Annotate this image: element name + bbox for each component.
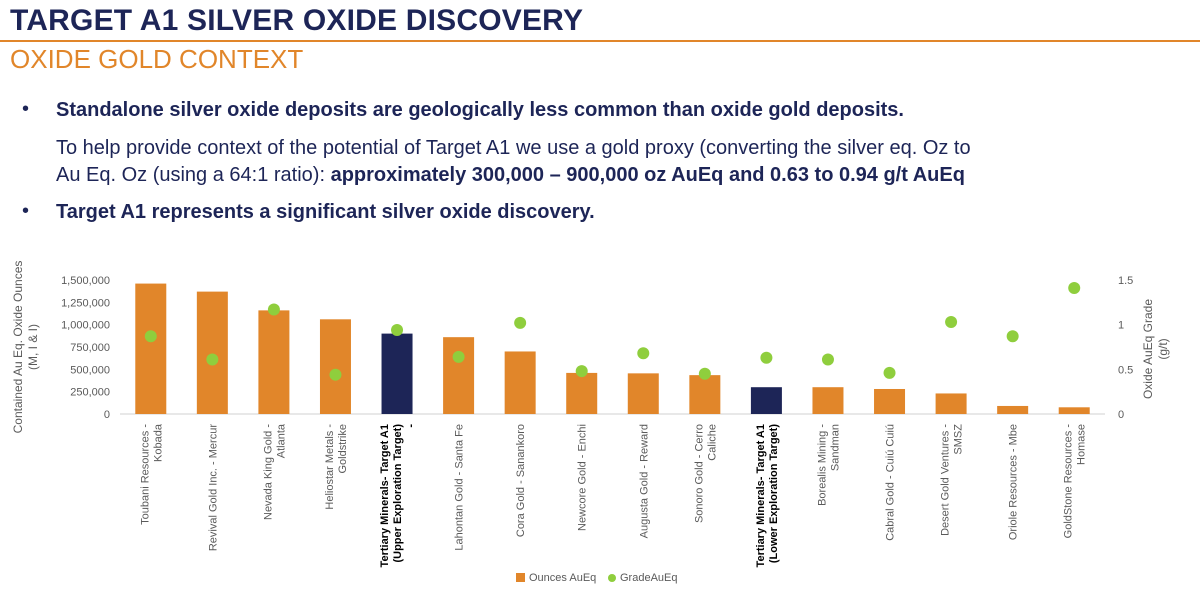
point-grade bbox=[637, 347, 650, 360]
deposit-comparison-chart: 0 250,000 500,000 750,000 1,000,000 1,250,000… bbox=[11, 261, 1170, 584]
title-divider bbox=[0, 40, 1200, 42]
y2-tick-label: 1.5 bbox=[1118, 275, 1133, 287]
point-grade bbox=[206, 353, 219, 366]
bar-ounces bbox=[196, 291, 228, 414]
point-grade bbox=[329, 368, 342, 381]
bullet-marker-1: • bbox=[22, 98, 30, 120]
context-line-1: To help provide context of the potential… bbox=[56, 137, 971, 159]
bar-ounces bbox=[812, 387, 844, 414]
legend-swatch-ounces bbox=[516, 573, 525, 582]
y2-tick-label: 0 bbox=[1118, 409, 1124, 421]
point-grade bbox=[883, 366, 896, 379]
x-tick-label: Heliostar Metals -Goldstrike bbox=[324, 424, 349, 510]
context-paragraph: To help provide context of the potential… bbox=[56, 135, 1156, 189]
bar-ounces bbox=[750, 387, 782, 414]
y-axis-title: Contained Au Eq. Oxide Ounces(M, I & I) bbox=[11, 261, 40, 434]
point-grade bbox=[945, 315, 958, 328]
context-line-2-plain: Au Eq. Oz (using a 64:1 ratio): bbox=[56, 164, 331, 186]
bar-ounces bbox=[319, 319, 351, 414]
x-tick-label: Revival Gold Inc. - Mercur bbox=[207, 424, 219, 551]
x-tick-label: Borealis Mining -Sandman bbox=[816, 424, 841, 506]
x-tick-label: Oriole Resources - Mbe bbox=[1008, 424, 1020, 540]
page-subtitle: OXIDE GOLD CONTEXT bbox=[10, 44, 304, 74]
bullet-2-text: Target A1 represents a significant silve… bbox=[56, 201, 595, 223]
x-tick-label: Nevada King Gold -Atlanta bbox=[262, 423, 287, 520]
bar-ounces bbox=[627, 373, 659, 414]
bar-ounces bbox=[874, 388, 906, 414]
page-title: TARGET A1 SILVER OXIDE DISCOVERY bbox=[10, 4, 584, 37]
x-tick-label: Lahontan Gold - Santa Fe bbox=[454, 424, 466, 551]
y2-tick-label: 0.5 bbox=[1118, 364, 1133, 376]
bullet-marker-2: • bbox=[22, 200, 30, 222]
y-tick-label: 500,000 bbox=[70, 364, 110, 376]
x-tick-label: Cabral Gold - Cuiú Cuiú bbox=[885, 424, 897, 541]
context-line-2: Au Eq. Oz (using a 64:1 ratio): approxim… bbox=[56, 162, 1156, 189]
y-tick-label: 1,250,000 bbox=[61, 297, 110, 309]
point-grade bbox=[267, 303, 280, 316]
point-grade bbox=[760, 351, 773, 364]
x-tick-label: Desert Gold Ventures -SMSZ bbox=[940, 424, 965, 536]
legend-label-ounces: Ounces AuEq bbox=[529, 572, 596, 584]
bar-ounces bbox=[135, 283, 167, 414]
x-tick-label: Tertiary Minerals- Target A1(Upper Explo… bbox=[379, 424, 417, 568]
x-tick-label: Cora Gold - Sanankoro bbox=[515, 424, 527, 537]
y2-tick-label: 1 bbox=[1118, 320, 1124, 332]
bar-ounces bbox=[258, 310, 290, 414]
point-grade bbox=[821, 353, 834, 366]
y-tick-label: 1,000,000 bbox=[61, 320, 110, 332]
point-grade bbox=[698, 367, 711, 380]
bullet-1-text: Standalone silver oxide deposits are geo… bbox=[56, 99, 904, 121]
legend-swatch-grade bbox=[608, 574, 616, 582]
y-tick-label: 250,000 bbox=[70, 387, 110, 399]
point-grade bbox=[144, 330, 157, 343]
point-grade bbox=[575, 365, 588, 378]
x-tick-label: Tertiary Minerals- Target A1(Lower Explo… bbox=[755, 424, 780, 568]
context-line-2-bold: approximately 300,000 – 900,000 oz AuEq … bbox=[330, 164, 965, 186]
y-tick-label: 1,500,000 bbox=[61, 275, 110, 287]
point-grade bbox=[391, 324, 404, 337]
point-grade bbox=[1006, 330, 1019, 343]
bar-ounces bbox=[689, 375, 721, 414]
x-tick-label: GoldStone Resources -Homase bbox=[1063, 424, 1088, 539]
point-grade bbox=[452, 350, 465, 363]
bar-ounces bbox=[1058, 407, 1090, 414]
point-grade bbox=[514, 316, 527, 329]
x-tick-label: Newcore Gold - Enchi bbox=[577, 424, 589, 531]
bar-ounces bbox=[443, 337, 475, 414]
bar-ounces bbox=[504, 351, 536, 414]
legend-label-grade: GradeAuEq bbox=[620, 572, 677, 584]
bar-ounces bbox=[997, 405, 1029, 414]
bar-ounces bbox=[935, 393, 967, 414]
y-tick-label: 750,000 bbox=[70, 342, 110, 354]
y-tick-label: 0 bbox=[104, 409, 110, 421]
x-tick-label: Sonoro Gold - CerroCaliche bbox=[693, 424, 718, 523]
bar-ounces bbox=[381, 333, 413, 414]
x-tick-label: Augusta Gold - Reward bbox=[638, 424, 650, 538]
bar-ounces bbox=[566, 372, 598, 414]
point-grade bbox=[1068, 282, 1081, 295]
y2-axis-title: Oxide AuEq Grade(g/t) bbox=[1141, 299, 1170, 399]
x-tick-label: Toubani Resources -Kobada bbox=[139, 423, 164, 525]
